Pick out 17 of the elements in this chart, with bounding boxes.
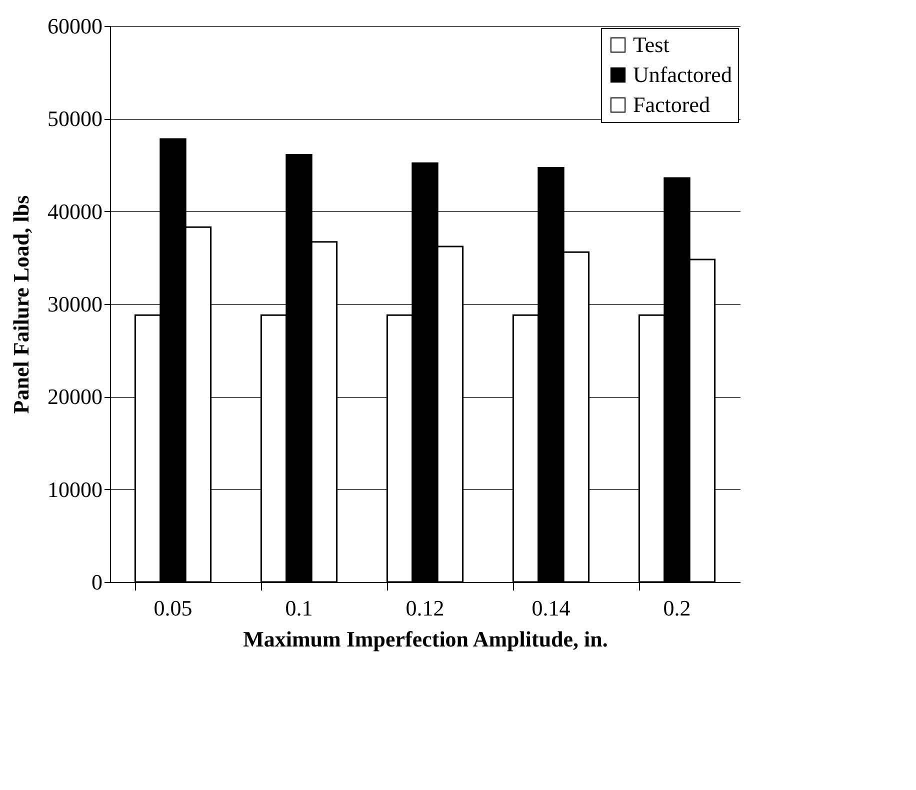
y-tick-label: 30000 bbox=[48, 292, 102, 316]
y-tick-label: 40000 bbox=[48, 198, 102, 224]
y-tick-label: 20000 bbox=[48, 384, 102, 410]
y-axis-title: Panel Failure Load, lbs bbox=[8, 194, 34, 414]
x-axis-title: Maximum Imperfection Amplitude, in. bbox=[243, 626, 608, 652]
x-tick-label: 0.14 bbox=[532, 596, 570, 620]
x-tick-label: 0.1 bbox=[285, 596, 313, 620]
legend-label: Unfactored bbox=[633, 62, 732, 87]
legend-label: Test bbox=[633, 32, 670, 57]
x-tick-label: 0.05 bbox=[154, 596, 192, 620]
y-tick-label: 60000 bbox=[48, 14, 102, 38]
y-tick-label: 10000 bbox=[48, 476, 102, 502]
x-tick-label: 0.2 bbox=[663, 596, 691, 620]
y-tick-label: 0 bbox=[92, 570, 102, 594]
y-tick-label: 50000 bbox=[48, 106, 102, 132]
x-tick-label: 0.12 bbox=[406, 596, 444, 620]
legend-label: Factored bbox=[633, 92, 710, 117]
